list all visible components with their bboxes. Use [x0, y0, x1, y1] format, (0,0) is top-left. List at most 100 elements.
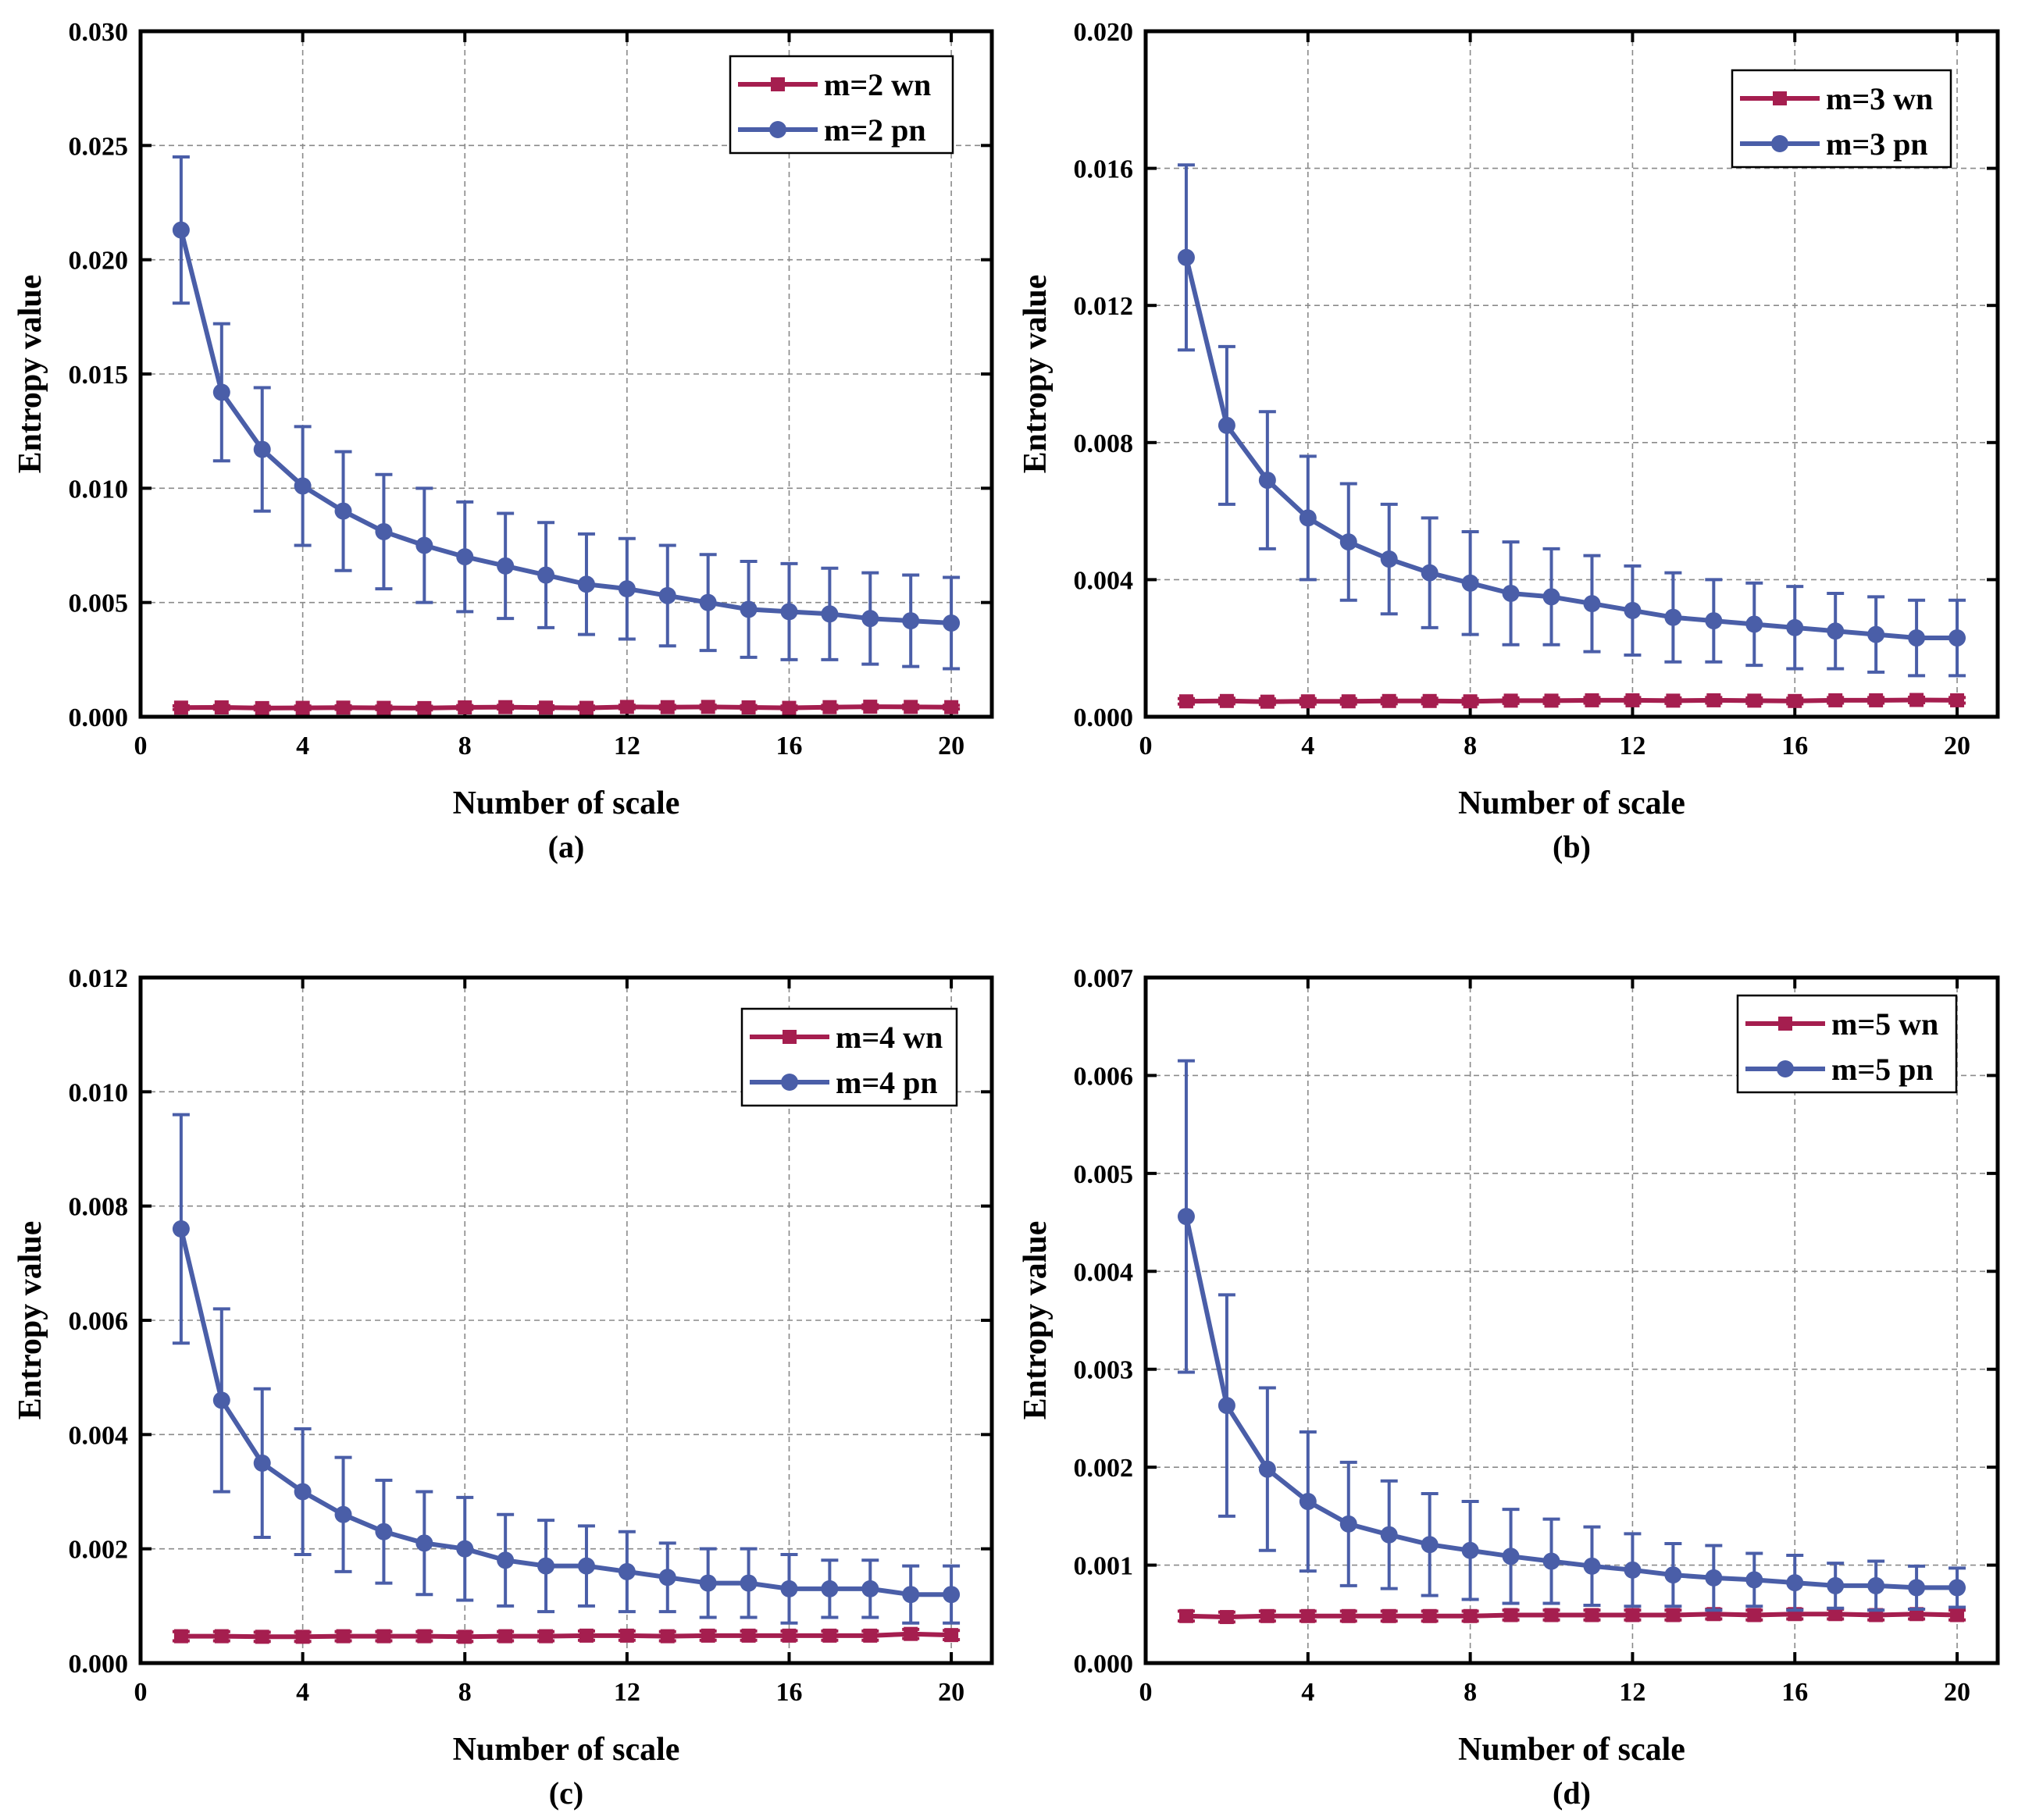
legend-box — [729, 55, 954, 155]
x-tick-label: 8 — [1464, 732, 1477, 760]
legend-label: m=5 wn — [1831, 1006, 1938, 1042]
legend: m=3 wn m=3 pn — [1731, 69, 1952, 169]
data-point-square — [701, 700, 715, 714]
legend-label: m=3 wn — [1826, 81, 1933, 116]
y-tick-label: 0.012 — [1074, 292, 1134, 321]
y-tick-label: 0.000 — [69, 703, 129, 732]
legend-marker-square — [771, 77, 785, 91]
x-tick-label: 16 — [775, 1678, 802, 1707]
data-point-square — [1788, 693, 1802, 708]
data-point-circle — [1664, 1566, 1682, 1584]
legend-label: m=2 wn — [824, 67, 931, 102]
data-point-circle — [1177, 248, 1195, 266]
y-tick-label: 0.000 — [1074, 1650, 1134, 1679]
x-tick-label: 4 — [296, 732, 309, 760]
data-point-circle — [334, 1505, 352, 1523]
data-point-circle — [1542, 1552, 1560, 1570]
data-point-circle — [375, 1523, 393, 1540]
data-point-circle — [294, 477, 312, 495]
series-wn — [172, 1626, 961, 1644]
data-point-circle — [1299, 509, 1317, 527]
data-point-square — [498, 1629, 513, 1644]
data-point-circle — [1786, 618, 1804, 636]
data-point-square — [741, 1628, 756, 1643]
x-tick-label: 4 — [296, 1678, 309, 1707]
legend-marker-square — [783, 1030, 797, 1044]
data-point-square — [579, 700, 594, 715]
data-point-square — [822, 1628, 837, 1643]
data-point-square — [1666, 1608, 1681, 1622]
data-point-circle — [1705, 1569, 1723, 1587]
data-point-square — [1503, 693, 1518, 708]
legend-label: m=2 pn — [824, 112, 926, 148]
data-point-square — [214, 1629, 229, 1644]
y-tick-label: 0.006 — [69, 1307, 129, 1336]
data-point-circle — [1502, 1548, 1520, 1565]
series-pn — [172, 155, 961, 671]
chart-panel: 0 4 8 12 16 20 0.000 0.001 0.002 0.003 0.004 0.005 0… — [1018, 964, 2000, 1811]
chart-panel: 0 4 8 12 16 20 0.000 0.002 0.004 0.006 0.008 0.010 0… — [12, 964, 994, 1811]
y-tick-label: 0.002 — [1074, 1454, 1134, 1483]
x-tick-label: 20 — [1944, 1678, 1970, 1707]
data-point-square — [1950, 1608, 1965, 1622]
plot-frame — [138, 29, 994, 719]
x-tick-label: 0 — [134, 1678, 148, 1707]
data-point-square — [1219, 1610, 1234, 1625]
data-point-square — [1178, 1608, 1193, 1623]
data-point-square — [336, 700, 351, 715]
data-point-circle — [294, 1483, 312, 1501]
y-tick-label: 0.001 — [1074, 1552, 1134, 1581]
data-point-square — [1706, 693, 1721, 707]
data-point-circle — [497, 557, 515, 575]
y-tick-label: 0.016 — [1074, 155, 1134, 184]
y-axis-label: Entropy value — [12, 1221, 48, 1420]
legend-marker-circle — [781, 1074, 798, 1091]
panel-label: (c) — [549, 1775, 583, 1811]
legend-box — [740, 1007, 958, 1107]
x-axis-label: Number of scale — [453, 1732, 680, 1768]
data-point-circle — [1827, 622, 1845, 640]
data-point-circle — [1339, 1515, 1357, 1533]
x-tick-label: 0 — [1139, 732, 1153, 760]
legend-box — [1736, 994, 1958, 1094]
data-point-square — [173, 1629, 188, 1644]
legend-marker-square — [1773, 91, 1787, 105]
data-point-square — [417, 1629, 432, 1644]
legend: m=5 wn m=5 pn — [1736, 994, 1958, 1094]
data-point-square — [1828, 1607, 1843, 1622]
data-point-square — [336, 1629, 351, 1644]
data-point-square — [701, 1628, 715, 1643]
y-tick-label: 0.010 — [69, 475, 129, 504]
data-point-square — [1625, 693, 1640, 707]
data-point-circle — [1867, 625, 1885, 643]
data-point-square — [660, 700, 675, 714]
plot-frame — [1143, 975, 2000, 1665]
data-point-circle — [1745, 615, 1763, 633]
series-wn — [1177, 1607, 1966, 1625]
data-point-circle — [375, 522, 393, 540]
data-point-circle — [172, 221, 190, 239]
data-point-circle — [1502, 584, 1520, 602]
legend-label: m=4 pn — [836, 1065, 938, 1100]
x-tick-label: 8 — [458, 1678, 472, 1707]
data-point-square — [539, 700, 554, 715]
x-tick-label: 8 — [1464, 1678, 1477, 1707]
data-point-circle — [253, 1454, 271, 1472]
data-point-square — [579, 1628, 594, 1643]
data-point-circle — [1583, 1557, 1601, 1575]
data-point-square — [417, 700, 432, 715]
legend-label: m=5 pn — [1831, 1052, 1934, 1087]
y-tick-label: 0.015 — [69, 361, 129, 390]
data-point-circle — [1380, 550, 1398, 568]
data-point-circle — [1745, 1571, 1763, 1589]
data-point-circle — [943, 614, 961, 632]
data-point-circle — [699, 1574, 717, 1592]
x-axis-label: Number of scale — [1458, 785, 1685, 821]
y-axis-label: Entropy value — [12, 275, 48, 474]
y-tick-label: 0.010 — [69, 1078, 129, 1107]
data-point-circle — [334, 502, 352, 520]
data-point-circle — [861, 610, 879, 628]
data-point-circle — [780, 1580, 798, 1597]
data-point-circle — [577, 1557, 595, 1575]
y-tick-label: 0.005 — [69, 589, 129, 618]
